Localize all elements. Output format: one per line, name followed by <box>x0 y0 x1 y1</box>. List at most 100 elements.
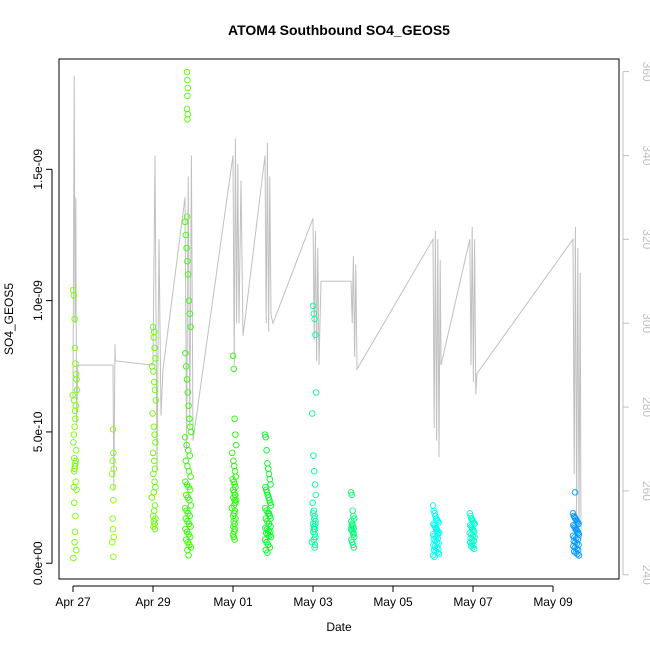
point-series <box>108 426 118 560</box>
data-point <box>182 457 190 465</box>
data-point <box>150 368 157 375</box>
data-point <box>312 331 319 339</box>
x-axis-label: Date <box>326 620 352 634</box>
data-point <box>148 494 156 501</box>
data-point <box>267 481 274 488</box>
data-point <box>574 550 581 558</box>
data-point <box>187 502 195 509</box>
data-point <box>311 544 318 551</box>
data-point <box>232 496 240 504</box>
data-point <box>231 415 238 423</box>
data-point <box>109 483 117 491</box>
data-point <box>230 365 238 373</box>
point-series <box>308 302 320 551</box>
data-point <box>150 507 158 514</box>
data-point <box>72 512 79 520</box>
x-tick-label: May 05 <box>373 595 413 609</box>
y2-tick-label: 340 <box>640 145 650 165</box>
data-point <box>152 397 160 404</box>
data-point <box>311 481 319 488</box>
data-point <box>186 452 194 459</box>
plot-frame <box>58 58 620 580</box>
data-point <box>232 431 239 438</box>
point-series <box>183 68 192 220</box>
data-point <box>310 468 318 475</box>
data-point <box>150 423 158 430</box>
y-tick-label: 1.0e-09 <box>31 280 45 321</box>
data-point <box>185 552 192 559</box>
data-point <box>149 410 156 417</box>
data-point <box>309 302 317 310</box>
data-point <box>184 116 191 123</box>
data-point <box>72 360 79 367</box>
data-point <box>109 457 116 465</box>
data-point <box>152 355 159 362</box>
chart-title: ATOM4 Southbound SO4_GEOS5 <box>228 22 450 38</box>
data-point <box>429 502 437 509</box>
data-point <box>152 439 159 446</box>
data-point <box>109 426 117 433</box>
secondary-line-series <box>72 75 582 542</box>
data-point <box>310 525 318 533</box>
data-point <box>347 489 355 496</box>
x-tick-label: Apr 27 <box>55 595 91 609</box>
data-point <box>309 499 316 507</box>
x-tick-label: May 09 <box>533 595 573 609</box>
data-point <box>266 475 274 483</box>
x-tick-label: May 01 <box>213 595 253 609</box>
data-point <box>185 402 192 409</box>
x-tick-label: May 03 <box>293 595 333 609</box>
data-point <box>183 376 191 383</box>
data-point <box>468 540 476 547</box>
line-series-layer <box>72 75 582 542</box>
data-point <box>109 525 117 533</box>
data-point <box>266 499 274 507</box>
data-point <box>150 457 158 465</box>
x-tick-label: May 07 <box>453 595 493 609</box>
data-point <box>151 502 159 509</box>
data-point <box>110 553 117 560</box>
data-point <box>72 457 80 465</box>
data-point <box>72 478 80 486</box>
point-series <box>429 502 443 560</box>
data-point <box>265 470 273 478</box>
data-point <box>150 489 158 496</box>
data-point <box>186 415 193 423</box>
data-point <box>186 310 194 317</box>
data-point <box>231 468 239 475</box>
data-point <box>71 407 79 415</box>
data-point <box>434 531 442 538</box>
data-point <box>71 538 78 546</box>
data-point <box>72 546 80 554</box>
data-point <box>232 441 240 449</box>
data-point <box>264 549 271 556</box>
data-point <box>151 478 158 486</box>
data-point <box>108 470 116 478</box>
y2-tick-label: 280 <box>640 397 650 417</box>
data-point <box>70 292 78 299</box>
data-point <box>151 386 159 394</box>
point-series <box>261 431 275 556</box>
data-point <box>183 68 191 76</box>
data-point <box>312 389 320 396</box>
data-point <box>348 521 356 529</box>
data-point <box>348 491 356 499</box>
data-point <box>229 352 237 360</box>
data-point <box>349 507 356 514</box>
data-point <box>187 473 194 480</box>
data-point <box>311 541 319 549</box>
y-tick-label: 5.0e-10 <box>31 411 45 452</box>
point-series <box>569 489 583 559</box>
data-point <box>150 378 158 386</box>
data-point <box>571 489 579 496</box>
data-point <box>109 515 116 522</box>
y2-tick-label: 240 <box>640 565 650 585</box>
data-point <box>184 76 191 84</box>
data-point <box>182 231 190 239</box>
data-point <box>152 483 159 491</box>
y2-tick-label: 320 <box>640 229 650 249</box>
data-point <box>184 110 192 118</box>
data-point <box>467 512 474 520</box>
data-point <box>261 431 269 438</box>
